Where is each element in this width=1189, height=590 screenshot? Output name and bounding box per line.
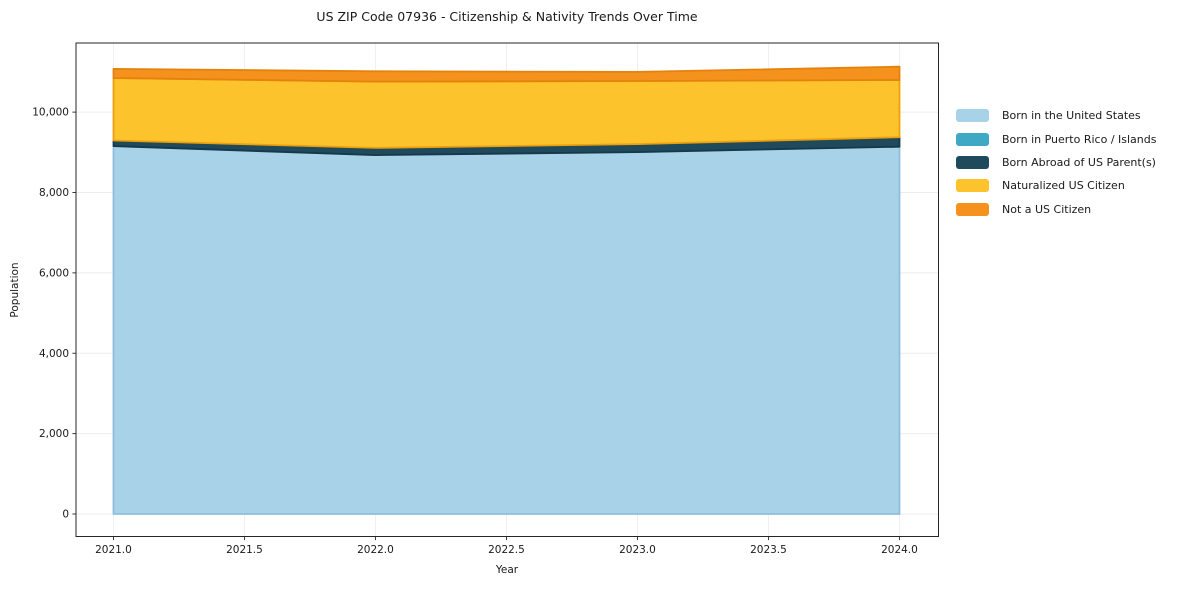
x-tick-label: 2022.0	[357, 544, 394, 556]
x-tick-label: 2023.0	[619, 544, 656, 556]
legend-swatch	[956, 132, 989, 146]
legend-swatch	[956, 179, 989, 193]
y-tick-label: 0	[62, 509, 69, 521]
x-axis-label: Year	[495, 564, 519, 576]
legend-item-born-in-the-united-states: Born in the United States	[956, 104, 1156, 127]
area-naturalized-us-citizen	[112, 77, 901, 149]
legend-swatch	[956, 202, 989, 216]
y-tick-label: 6,000	[39, 267, 69, 279]
y-tick-label: 4,000	[39, 348, 69, 360]
legend-item-born-abroad-of-us-parent-s: Born Abroad of US Parent(s)	[956, 151, 1156, 174]
legend-swatch	[956, 155, 989, 169]
legend-item-not-a-us-citizen: Not a US Citizen	[956, 198, 1156, 221]
x-tick-label: 2021.5	[226, 544, 263, 556]
x-tick-label: 2023.5	[750, 544, 787, 556]
y-tick-label: 10,000	[32, 107, 69, 119]
x-tick-label: 2024.0	[881, 544, 918, 556]
legend-label: Naturalized US Citizen	[1002, 179, 1125, 193]
x-tick-label: 2022.5	[488, 544, 525, 556]
legend: Born in the United States Born in Puerto …	[956, 104, 1156, 221]
legend-item-born-in-puerto-rico-islands: Born in Puerto Rico / Islands	[956, 127, 1156, 150]
legend-label: Born Abroad of US Parent(s)	[1002, 155, 1156, 169]
y-tick-label: 8,000	[39, 187, 69, 199]
legend-swatch	[956, 109, 989, 123]
chart-title: US ZIP Code 07936 - Citizenship & Nativi…	[316, 9, 698, 24]
legend-label: Not a US Citizen	[1002, 202, 1092, 216]
legend-item-naturalized-us-citizen: Naturalized US Citizen	[956, 174, 1156, 197]
plot-border	[75, 42, 939, 537]
legend-label: Born in Puerto Rico / Islands	[1002, 132, 1157, 146]
x-tick-label: 2021.0	[95, 544, 132, 556]
legend-label: Born in the United States	[1002, 109, 1141, 123]
area-not-a-us-citizen	[112, 65, 901, 83]
y-axis-label: Population	[9, 262, 21, 318]
y-tick-label: 2,000	[39, 428, 69, 440]
area-born-in-the-united-states	[112, 145, 901, 515]
